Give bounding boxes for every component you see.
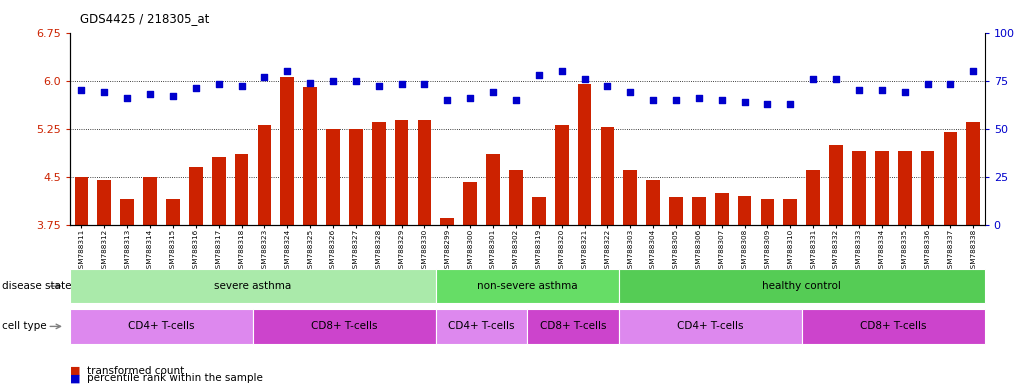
Text: percentile rank within the sample: percentile rank within the sample <box>87 373 263 383</box>
Point <box>508 97 524 103</box>
Point <box>577 76 593 82</box>
Bar <box>258 126 271 225</box>
Bar <box>303 87 317 225</box>
Bar <box>417 120 432 225</box>
Point <box>347 78 365 84</box>
Bar <box>829 145 843 225</box>
Bar <box>143 177 157 225</box>
Point <box>324 78 341 84</box>
Bar <box>737 196 752 225</box>
Bar <box>121 199 134 225</box>
Text: GDS4425 / 218305_at: GDS4425 / 218305_at <box>80 12 210 25</box>
Point <box>393 81 410 88</box>
Point <box>896 89 913 95</box>
Point <box>873 87 890 93</box>
Point <box>920 81 936 88</box>
Point <box>622 89 639 95</box>
Bar <box>874 151 889 225</box>
Bar <box>531 197 546 225</box>
Text: ■: ■ <box>70 373 80 383</box>
Point <box>851 87 867 93</box>
Point <box>942 81 959 88</box>
Point <box>439 97 455 103</box>
Bar <box>806 170 820 225</box>
Text: CD4+ T-cells: CD4+ T-cells <box>677 321 744 331</box>
Bar <box>74 177 89 225</box>
Point <box>96 89 112 95</box>
Bar <box>966 122 981 225</box>
Text: CD4+ T-cells: CD4+ T-cells <box>129 321 195 331</box>
Point <box>279 68 296 74</box>
Point <box>530 72 547 78</box>
Point <box>371 83 387 89</box>
Bar <box>555 126 569 225</box>
Point <box>210 81 227 88</box>
Point <box>690 95 707 101</box>
Bar <box>578 84 591 225</box>
Bar <box>600 127 614 225</box>
Bar <box>898 151 912 225</box>
Bar <box>670 197 683 225</box>
Point <box>828 76 845 82</box>
Point <box>553 68 570 74</box>
Point <box>736 99 753 105</box>
Bar <box>509 170 523 225</box>
Point <box>256 74 273 80</box>
Bar <box>760 199 775 225</box>
Bar <box>280 78 295 225</box>
Point <box>165 93 181 99</box>
Point <box>965 68 982 74</box>
Point <box>645 97 661 103</box>
Text: severe asthma: severe asthma <box>214 281 291 291</box>
Bar <box>166 199 180 225</box>
Point <box>233 83 250 89</box>
Bar <box>692 197 706 225</box>
Bar <box>623 170 638 225</box>
Bar <box>852 151 866 225</box>
Text: cell type: cell type <box>2 321 46 331</box>
Text: CD8+ T-cells: CD8+ T-cells <box>311 321 378 331</box>
Bar <box>646 180 660 225</box>
Point <box>714 97 730 103</box>
Bar <box>327 129 340 225</box>
Point <box>302 79 318 86</box>
Point <box>759 101 776 107</box>
Bar <box>921 151 934 225</box>
Point <box>485 89 502 95</box>
Point <box>119 95 136 101</box>
Bar <box>349 129 363 225</box>
Text: CD4+ T-cells: CD4+ T-cells <box>448 321 515 331</box>
Point <box>73 87 90 93</box>
Text: healthy control: healthy control <box>762 281 842 291</box>
Point <box>782 101 798 107</box>
Point <box>804 76 821 82</box>
Point <box>461 95 478 101</box>
Bar <box>486 154 500 225</box>
Bar <box>235 154 248 225</box>
Bar <box>441 218 454 225</box>
Text: ■: ■ <box>70 366 80 376</box>
Text: CD8+ T-cells: CD8+ T-cells <box>540 321 607 331</box>
Point <box>416 81 433 88</box>
Text: disease state: disease state <box>2 281 71 291</box>
Bar <box>464 182 477 225</box>
Bar <box>98 180 111 225</box>
Bar <box>715 193 728 225</box>
Bar <box>394 120 409 225</box>
Point <box>599 83 616 89</box>
Bar <box>212 157 226 225</box>
Text: CD8+ T-cells: CD8+ T-cells <box>860 321 926 331</box>
Bar <box>372 122 385 225</box>
Bar <box>943 132 957 225</box>
Bar <box>784 199 797 225</box>
Text: transformed count: transformed count <box>87 366 183 376</box>
Bar <box>188 167 203 225</box>
Point <box>187 85 204 91</box>
Point <box>667 97 684 103</box>
Point <box>142 91 159 97</box>
Text: non-severe asthma: non-severe asthma <box>477 281 578 291</box>
